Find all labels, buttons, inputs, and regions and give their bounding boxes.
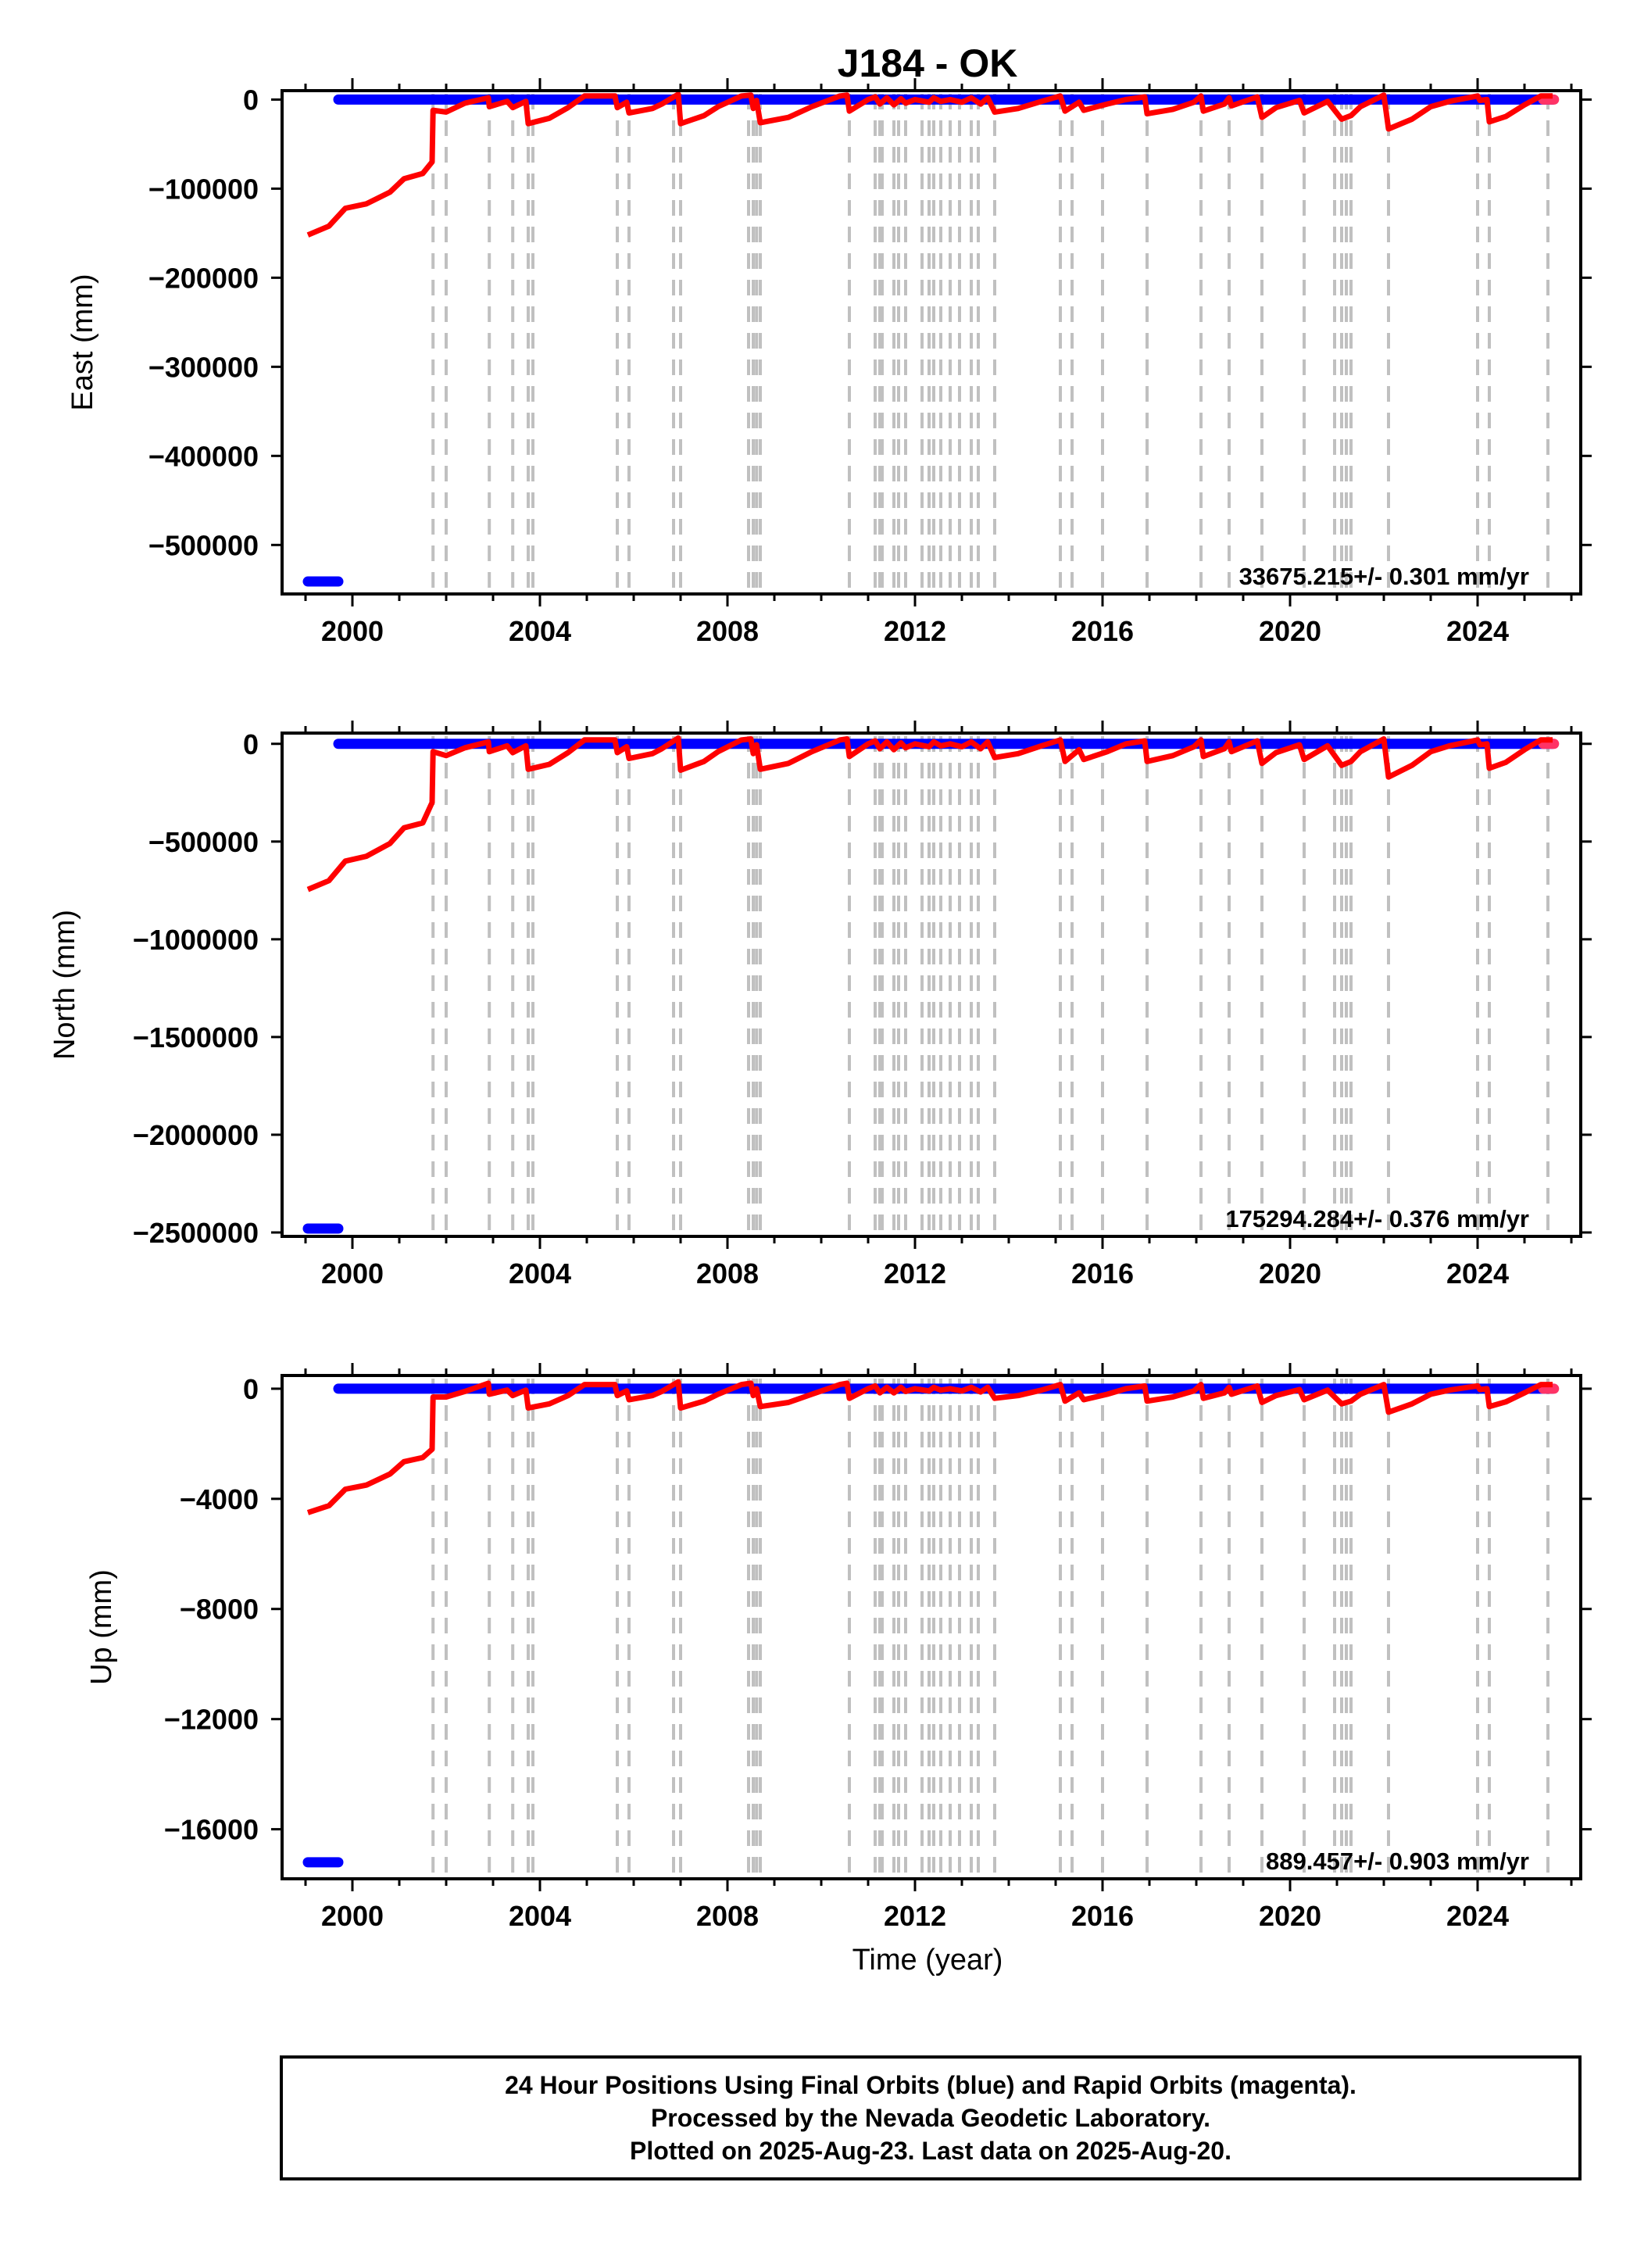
y-tick-label: 0 — [243, 728, 259, 760]
y-tick-label: −16000 — [164, 1814, 259, 1846]
footer-box: 24 Hour Positions Using Final Orbits (bl… — [280, 2055, 1582, 2180]
model-fit-line — [306, 91, 1553, 238]
north-panel: 0 −500000 −1000000 −1500000 −2000000 −2500000… — [48, 721, 1592, 1290]
x-tick-label: 2004 — [509, 615, 571, 647]
x-axis-label: Time (year) — [852, 1944, 1003, 1976]
x-tick-label: 2004 — [509, 1257, 571, 1290]
y-tick-label: −300000 — [148, 351, 259, 383]
x-tick-label: 2000 — [321, 1900, 384, 1932]
x-tick-label: 2008 — [696, 1900, 759, 1932]
velocity-annotation: 175294.284+/- 0.376 mm/yr — [1225, 1205, 1529, 1232]
footer-line-1: 24 Hour Positions Using Final Orbits (bl… — [505, 2071, 1356, 2099]
velocity-annotation: 33675.215+/- 0.301 mm/yr — [1239, 563, 1529, 590]
x-tick-label: 2020 — [1259, 1900, 1321, 1932]
plot-frame — [281, 1374, 1582, 1880]
model-fit-line — [306, 735, 1553, 893]
y-tick-label: −1000000 — [133, 924, 259, 956]
x-tick-label: 2008 — [696, 615, 759, 647]
x-tick-label: 2024 — [1446, 615, 1509, 647]
x-tick-label: 2016 — [1071, 1900, 1134, 1932]
x-tick-label: 2004 — [509, 1900, 571, 1932]
y-tick-label: −400000 — [148, 440, 259, 472]
x-tick-label: 2024 — [1446, 1900, 1509, 1932]
y-tick-label: −100000 — [148, 173, 259, 205]
x-tick-label: 2000 — [321, 1257, 384, 1290]
footer-line-2: Processed by the Nevada Geodetic Laborat… — [651, 2104, 1210, 2132]
up-panel: 0 −4000 −8000 −12000 −16000 2000 2004 2008 2012 2… — [85, 1363, 1592, 1932]
x-tick-label: 2016 — [1071, 615, 1134, 647]
y-tick-label: −1500000 — [133, 1021, 259, 1054]
x-tick-label: 2016 — [1071, 1257, 1134, 1290]
x-tick-label: 2020 — [1259, 1257, 1321, 1290]
footer-line-3: Plotted on 2025-Aug-23. Last data on 202… — [630, 2137, 1231, 2165]
y-axis-label: Up (mm) — [85, 1569, 118, 1685]
y-tick-label: 0 — [243, 1373, 259, 1405]
y-tick-label: −4000 — [180, 1483, 259, 1515]
y-tick-label: −8000 — [180, 1594, 259, 1626]
chart-title: J184 - OK — [838, 41, 1018, 85]
y-axis-label: East (mm) — [66, 274, 99, 410]
plot-frame — [281, 89, 1582, 596]
x-tick-label: 2012 — [884, 1900, 946, 1932]
y-axis-label: North (mm) — [48, 910, 81, 1060]
velocity-annotation: 889.457+/- 0.903 mm/yr — [1266, 1848, 1529, 1875]
x-tick-label: 2020 — [1259, 615, 1321, 647]
plot-frame — [281, 732, 1582, 1238]
model-fit-line — [306, 1379, 1553, 1515]
y-tick-label: −2500000 — [133, 1217, 259, 1249]
y-tick-label: −12000 — [164, 1704, 259, 1736]
x-tick-label: 2008 — [696, 1257, 759, 1290]
x-tick-label: 2024 — [1446, 1257, 1509, 1290]
y-tick-label: −200000 — [148, 262, 259, 294]
x-tick-label: 2012 — [884, 1257, 946, 1290]
east-panel: 0 −100000 −200000 −300000 −400000 −500000 2000… — [66, 78, 1592, 647]
y-tick-label: −2000000 — [133, 1119, 259, 1151]
y-tick-label: 0 — [243, 84, 259, 116]
x-tick-label: 2012 — [884, 615, 946, 647]
y-tick-label: −500000 — [148, 826, 259, 858]
y-tick-label: −500000 — [148, 529, 259, 561]
x-tick-label: 2000 — [321, 615, 384, 647]
